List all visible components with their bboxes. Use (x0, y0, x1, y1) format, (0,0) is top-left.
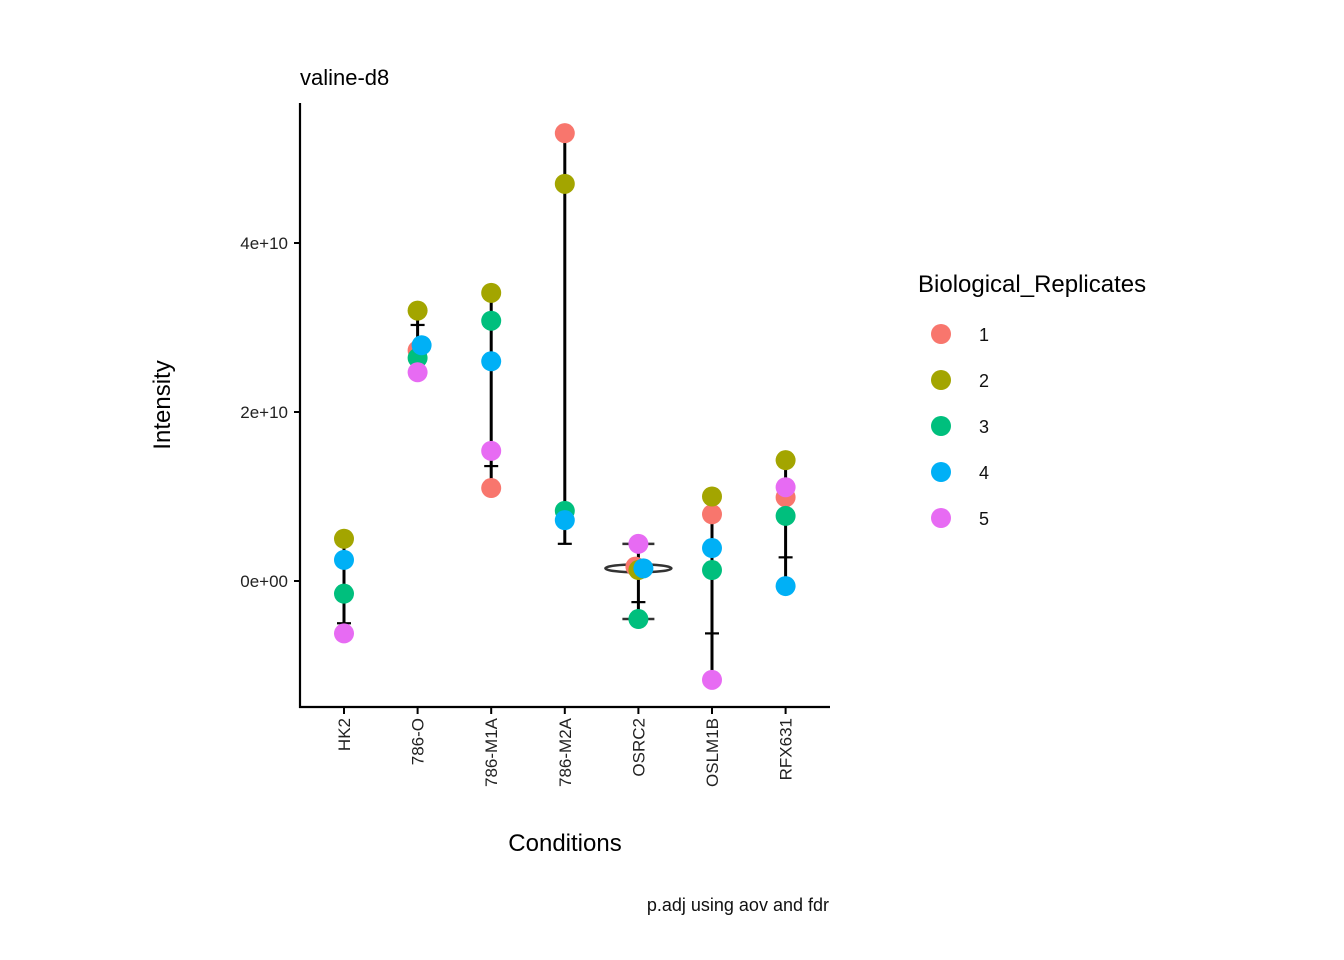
chart-title: valine-d8 (300, 65, 389, 90)
plot-area (334, 123, 796, 690)
legend-key (931, 370, 951, 390)
legend: 1 2 3 4 5 (931, 324, 989, 529)
x-tick-label: RFX631 (777, 718, 796, 780)
data-point (775, 477, 796, 498)
data-point (407, 300, 428, 321)
legend-label: 4 (979, 463, 989, 483)
data-point (481, 282, 502, 303)
caption: p.adj using aov and fdr (647, 895, 829, 915)
legend-label: 2 (979, 371, 989, 391)
x-tick-label: 786-M1A (482, 717, 501, 787)
data-point (775, 450, 796, 471)
data-point (334, 623, 354, 644)
x-tick-label: OSLM1B (703, 718, 722, 787)
data-point (411, 335, 432, 356)
data-point (702, 486, 722, 507)
data-point (702, 504, 722, 525)
x-axis-ticks: HK2 786-O 786-M1A 786-M2A OSRC2 OSLM1B RFX631 (335, 707, 796, 787)
data-point (481, 440, 502, 461)
data-point (481, 351, 502, 372)
data-point (554, 510, 575, 531)
y-tick-label: 4e+10 (240, 234, 288, 253)
x-tick-label: 786-M2A (556, 717, 575, 787)
data-point (554, 123, 575, 144)
x-tick-label: 786-O (409, 718, 428, 765)
data-point (554, 173, 575, 194)
x-tick-label: HK2 (335, 718, 354, 751)
legend-key (931, 324, 951, 344)
data-point (407, 362, 428, 383)
data-point (334, 549, 354, 570)
y-axis-title: Intensity (149, 360, 176, 449)
data-point (334, 528, 354, 549)
data-point (775, 505, 796, 526)
y-tick-label: 2e+10 (240, 403, 288, 422)
legend-key (931, 462, 951, 482)
data-point (702, 669, 722, 690)
legend-key (931, 416, 951, 436)
data-point (481, 478, 502, 499)
legend-title: Biological_Replicates (918, 271, 1146, 298)
data-point (628, 533, 649, 554)
data-point (481, 310, 502, 331)
y-tick-label: 0e+00 (240, 572, 288, 591)
data-point (775, 576, 796, 597)
x-tick-label: OSRC2 (629, 718, 648, 777)
legend-key (931, 508, 951, 528)
data-point (702, 538, 722, 559)
x-axis-title: Conditions (508, 830, 621, 857)
data-point (628, 609, 649, 630)
y-axis-ticks: 0e+00 2e+10 4e+10 (240, 234, 300, 591)
data-point (334, 583, 354, 604)
data-point (633, 558, 654, 579)
legend-label: 3 (979, 417, 989, 437)
data-point (702, 560, 722, 581)
legend-label: 1 (979, 325, 989, 345)
legend-label: 5 (979, 509, 989, 529)
